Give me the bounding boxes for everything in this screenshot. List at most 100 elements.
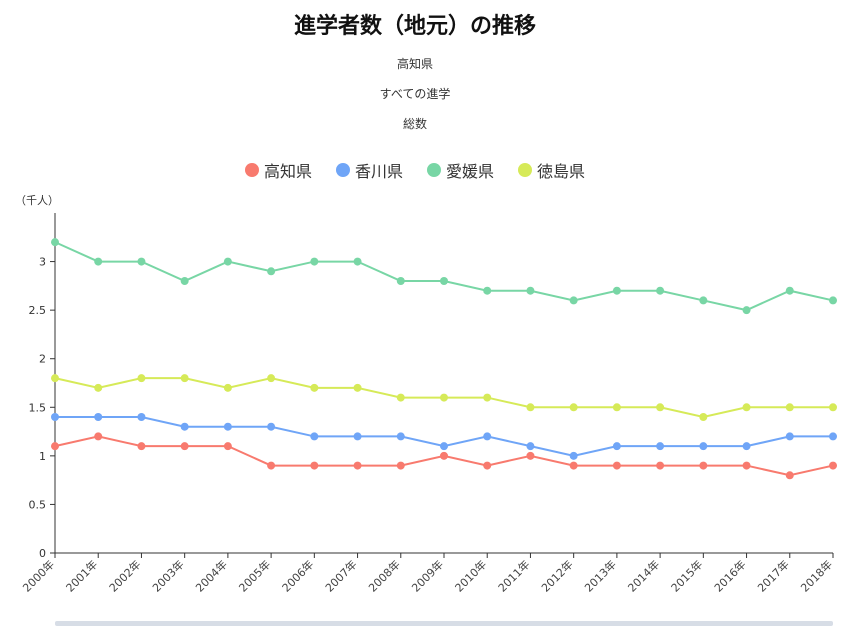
data-point-2-17	[785, 286, 794, 295]
data-point-2-14	[656, 286, 665, 295]
legend-item-kochi[interactable]: 高知県	[244, 158, 312, 182]
data-point-3-18	[829, 403, 837, 412]
x-tick-label: 2002年	[106, 557, 143, 594]
data-point-0-2	[137, 442, 146, 451]
data-point-0-4	[223, 442, 232, 451]
data-point-2-1	[94, 257, 103, 266]
y-axis-unit-label: （千人）	[15, 194, 59, 207]
legend-marker	[518, 163, 533, 177]
data-point-1-2	[137, 413, 146, 421]
data-point-2-9	[440, 277, 448, 285]
data-point-2-2	[137, 257, 146, 266]
x-tick-label: 2006年	[279, 557, 316, 594]
data-point-3-8	[396, 393, 405, 402]
data-point-3-9	[440, 393, 448, 402]
data-point-0-18	[829, 461, 837, 470]
y-tick-label: 2	[39, 353, 46, 366]
data-point-0-12	[569, 461, 578, 470]
data-point-0-3	[180, 442, 189, 451]
data-point-1-16	[742, 442, 751, 451]
data-point-3-4	[223, 383, 232, 392]
x-tick-label: 2007年	[322, 557, 359, 594]
data-point-1-8	[396, 432, 405, 441]
y-tick-label: 0	[39, 547, 46, 560]
data-point-0-13	[612, 461, 621, 470]
x-tick-label: 2014年	[625, 557, 662, 594]
data-point-1-7	[353, 432, 362, 441]
data-point-3-7	[353, 383, 362, 392]
data-point-2-4	[223, 257, 232, 266]
chart-title: 進学者数（地元）の推移	[293, 14, 536, 39]
x-tick-label: 2001年	[63, 557, 100, 594]
data-point-0-16	[742, 461, 751, 470]
data-point-2-10	[483, 286, 492, 295]
data-point-0-15	[699, 461, 708, 470]
data-point-0-0	[51, 442, 59, 451]
x-tick-label: 2005年	[236, 557, 273, 594]
data-point-1-5	[267, 422, 276, 431]
data-point-0-8	[396, 461, 405, 470]
data-point-1-13	[612, 442, 621, 451]
chart-scrollbar[interactable]	[55, 621, 833, 626]
x-tick-label: 2008年	[365, 557, 402, 594]
data-point-3-17	[785, 403, 794, 412]
data-point-2-12	[569, 296, 578, 305]
legend-label: 愛媛県	[446, 162, 495, 181]
data-point-2-8	[396, 277, 405, 285]
legend-item-tokushima[interactable]: 徳島県	[518, 158, 585, 182]
data-point-3-10	[483, 393, 492, 402]
legend-marker	[335, 163, 350, 177]
data-point-3-6	[310, 383, 319, 392]
data-point-1-18	[829, 432, 837, 441]
y-tick-label: 1	[39, 450, 46, 463]
data-point-3-12	[569, 403, 578, 412]
legend-label: 徳島県	[537, 162, 586, 181]
y-tick-label: 2.5	[29, 304, 47, 317]
data-point-3-1	[94, 383, 103, 392]
x-tick-label: 2010年	[452, 557, 489, 594]
data-point-1-10	[483, 432, 492, 441]
data-point-2-5	[267, 267, 276, 276]
y-tick-label: 3	[39, 256, 46, 269]
data-point-3-15	[699, 413, 708, 421]
data-point-2-16	[742, 306, 751, 315]
data-point-2-0	[51, 238, 59, 247]
data-point-0-14	[656, 461, 665, 470]
legend-item-kagawa[interactable]: 香川県	[335, 158, 403, 182]
x-tick-label: 2018年	[798, 557, 835, 594]
y-tick-label: 0.5	[29, 498, 47, 511]
data-point-1-9	[440, 442, 448, 451]
data-point-1-6	[310, 432, 319, 441]
data-point-1-12	[569, 451, 578, 460]
x-tick-label: 2004年	[193, 557, 230, 594]
legend-item-ehime[interactable]: 愛媛県	[427, 158, 494, 182]
chart-subtitle-prefecture: 高知県	[396, 57, 433, 71]
data-point-3-14	[656, 403, 665, 412]
x-tick-label: 2000年	[20, 557, 57, 594]
x-tick-label: 2016年	[711, 557, 748, 594]
data-point-1-4	[223, 422, 232, 431]
legend-marker	[427, 163, 441, 177]
data-point-2-3	[180, 277, 189, 285]
x-tick-label: 2012年	[538, 557, 575, 594]
data-point-3-5	[267, 374, 276, 383]
legend-label: 高知県	[263, 162, 312, 181]
data-point-3-13	[612, 403, 621, 412]
data-point-0-1	[94, 432, 103, 441]
x-tick-label: 2015年	[668, 557, 705, 594]
x-tick-label: 2013年	[582, 557, 619, 594]
chart-legend: 高知県 香川県 愛媛県 徳島県	[0, 158, 830, 182]
data-point-1-11	[526, 442, 535, 451]
data-point-3-16	[742, 403, 751, 412]
data-point-1-14	[656, 442, 665, 451]
x-tick-label: 2003年	[149, 557, 186, 594]
data-point-1-3	[180, 422, 189, 431]
data-point-2-15	[699, 296, 708, 305]
data-point-1-0	[51, 413, 59, 421]
data-point-0-6	[310, 461, 319, 470]
x-tick-label: 2011年	[495, 557, 532, 594]
legend-marker	[244, 163, 259, 177]
data-point-3-3	[180, 374, 189, 383]
data-point-2-7	[353, 257, 362, 266]
